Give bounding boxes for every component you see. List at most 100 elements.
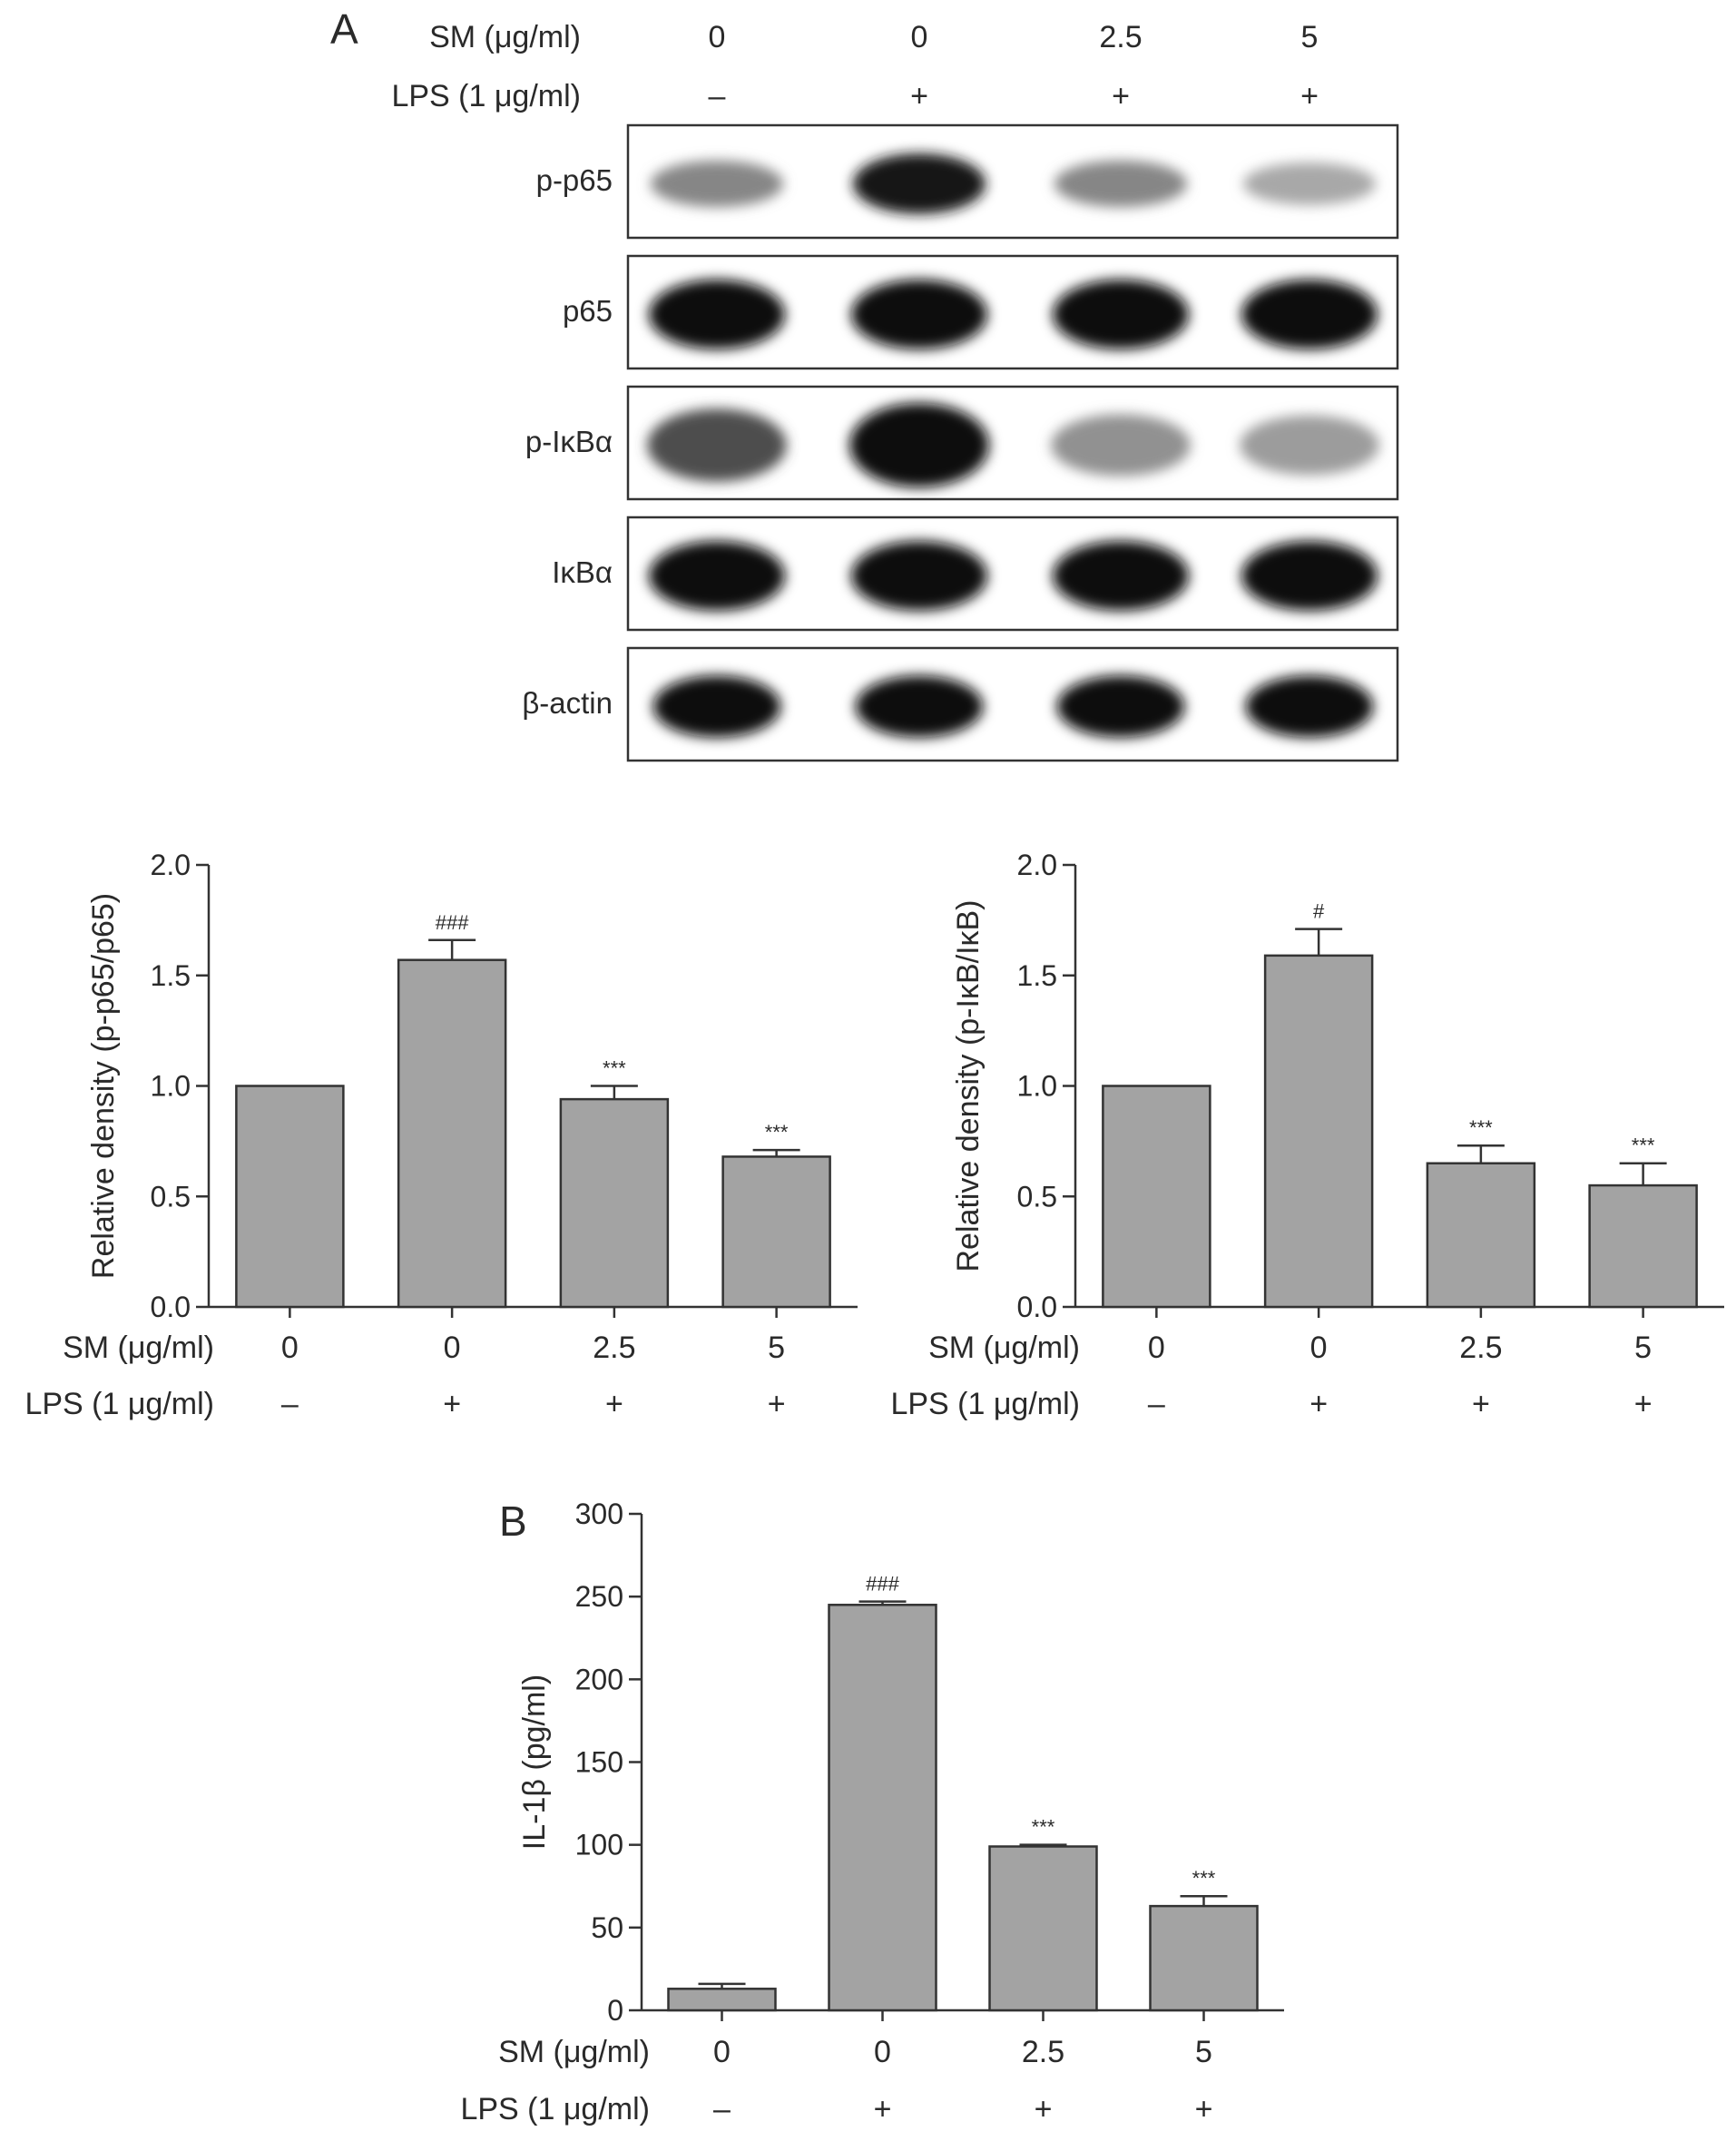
blot-header-value: + <box>1112 79 1130 113</box>
significance-label: *** <box>1192 1867 1216 1890</box>
blot-band <box>1245 675 1374 738</box>
blot-band <box>652 675 781 738</box>
y-tick-label: 200 <box>575 1663 623 1695</box>
lps-value: + <box>874 2092 892 2126</box>
blot-band <box>851 280 987 349</box>
blot-strip: β-actin <box>522 646 1399 762</box>
bar <box>721 1155 831 1309</box>
sm-value: 0 <box>444 1331 461 1365</box>
lps-value: + <box>1634 1387 1653 1421</box>
lps-value: + <box>1195 2092 1213 2126</box>
sm-value: 2.5 <box>593 1331 635 1365</box>
bar <box>235 1085 345 1309</box>
y-axis-label: IL-1β (pg/ml) <box>517 1674 552 1850</box>
blot-band <box>1051 414 1191 476</box>
lps-value: + <box>443 1387 461 1421</box>
blot-band <box>1053 280 1189 349</box>
bar <box>1426 1162 1536 1309</box>
y-tick-label: 1.0 <box>1017 1070 1057 1103</box>
blot-band <box>851 541 987 611</box>
bar <box>1588 1183 1698 1309</box>
y-axis-label: Relative density (p-p65/p65) <box>86 893 121 1279</box>
y-tick-label: 150 <box>575 1746 623 1779</box>
sm-value: 0 <box>1148 1331 1165 1365</box>
sm-value: 5 <box>1195 2035 1212 2069</box>
lps-row-label: LPS (1 μg/ml) <box>460 2092 650 2126</box>
blot-band <box>1240 415 1379 476</box>
y-tick-label: 250 <box>575 1580 623 1613</box>
blot-band <box>1242 162 1377 205</box>
panel-label-a: A <box>330 5 358 53</box>
sm-row-label: SM (μg/ml) <box>63 1331 214 1365</box>
lps-row-label: LPS (1 μg/ml) <box>890 1387 1080 1421</box>
blot-strip: IκBα <box>552 516 1399 632</box>
sm-value: 2.5 <box>1022 2035 1064 2069</box>
significance-label: *** <box>1469 1116 1493 1139</box>
significance-label: *** <box>603 1057 626 1080</box>
lps-value: + <box>1035 2092 1053 2126</box>
y-tick-label: 2.0 <box>151 849 191 881</box>
blot-header-value: + <box>1300 79 1319 113</box>
sm-value: 5 <box>1634 1331 1652 1365</box>
y-tick-label: 100 <box>575 1829 623 1861</box>
blot-strip-label: p-p65 <box>536 163 613 197</box>
blot-strip: p65 <box>563 254 1399 370</box>
sm-value: 0 <box>1310 1331 1328 1365</box>
lps-value: – <box>713 2092 731 2126</box>
blot-strip: p-IκBα <box>525 385 1399 501</box>
blot-strip-label: p-IκBα <box>525 425 613 458</box>
significance-label: ### <box>866 1573 899 1596</box>
significance-label: # <box>1313 900 1325 923</box>
blot-band <box>1056 675 1185 738</box>
blot-band <box>1241 280 1378 349</box>
sm-row-label: SM (μg/ml) <box>928 1331 1080 1365</box>
blot-band <box>649 541 785 611</box>
y-tick-label: 0.5 <box>1017 1180 1057 1213</box>
blot-strip-label: β-actin <box>522 686 613 720</box>
y-tick-label: 1.5 <box>151 959 191 992</box>
blot-band <box>852 153 986 214</box>
y-tick-label: 0 <box>607 1994 623 2027</box>
lps-value: + <box>1309 1387 1328 1421</box>
y-tick-label: 0.5 <box>151 1180 191 1213</box>
blot-band <box>649 280 785 349</box>
lps-value: + <box>605 1387 623 1421</box>
blot-band <box>1053 541 1189 611</box>
bar <box>397 958 507 1309</box>
significance-label: *** <box>1632 1134 1655 1157</box>
bar <box>988 1845 1098 2012</box>
panel-a: A SM (μg/ml) 0 0 2.5 5 LPS (1 μg/ml) – + + + p-p6… <box>330 5 1399 762</box>
y-tick-label: 0.0 <box>151 1291 191 1323</box>
blot-header-value: 0 <box>709 20 726 54</box>
bar <box>1263 954 1374 1309</box>
y-tick-label: 50 <box>591 1911 623 1944</box>
sm-value: 5 <box>768 1331 785 1365</box>
lps-value: – <box>1148 1387 1165 1421</box>
y-tick-label: 2.0 <box>1017 849 1057 881</box>
lps-value: + <box>1472 1387 1490 1421</box>
sm-value: 2.5 <box>1459 1331 1502 1365</box>
sm-value: 0 <box>874 2035 891 2069</box>
y-tick-label: 1.5 <box>1017 959 1057 992</box>
blot-header-value: 5 <box>1301 20 1319 54</box>
blot-band <box>647 408 787 482</box>
bar <box>667 1988 777 2012</box>
blot-header: SM (μg/ml) 0 0 2.5 5 LPS (1 μg/ml) – + + + <box>391 20 1318 113</box>
lps-value: – <box>281 1387 299 1421</box>
significance-label: *** <box>765 1121 789 1144</box>
blot-band <box>849 402 989 487</box>
blot-strips: p-p65 p65 p-IκBα IκBα β-actin <box>522 123 1399 762</box>
sm-row-label: SM (μg/ml) <box>498 2035 650 2069</box>
significance-label: *** <box>1032 1816 1055 1839</box>
sm-value: 0 <box>281 1331 299 1365</box>
blot-band <box>1241 541 1378 611</box>
blot-strip-label: p65 <box>563 294 613 328</box>
y-tick-label: 0.0 <box>1017 1291 1057 1323</box>
blot-header-value: 2.5 <box>1099 20 1142 54</box>
sm-value: 0 <box>713 2035 731 2069</box>
blot-strip: p-p65 <box>536 123 1399 240</box>
y-tick-label: 1.0 <box>151 1070 191 1103</box>
